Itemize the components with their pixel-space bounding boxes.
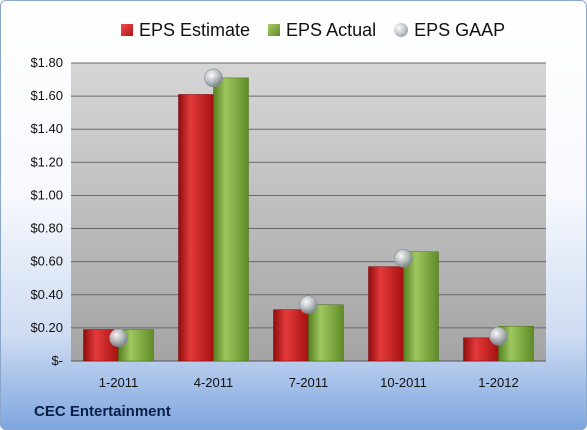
x-tick-label: 1-2012 [478,375,518,390]
y-tick-label: $- [51,353,63,368]
bar-eps-estimate [178,94,214,362]
bar-eps-actual [213,77,249,362]
x-tick-label: 10-2011 [380,375,427,390]
marker-eps-gaap [109,328,128,348]
estimate-swatch-icon [121,24,133,36]
y-tick-label: $1.80 [30,55,63,70]
legend-label-actual: EPS Actual [286,19,377,40]
legend: EPS Estimate EPS Actual EPS GAAP [121,18,505,42]
bars [83,77,534,362]
y-tick-label: $0.80 [30,221,63,236]
actual-swatch-icon [268,24,281,36]
bar-eps-estimate [273,309,309,362]
x-tick-label: 7-2011 [289,375,329,390]
bar-eps-actual [308,304,344,362]
bar-eps-actual [118,329,154,362]
legend-label-estimate: EPS Estimate [139,19,251,40]
y-axis-ticks: $- $0.20 $0.40 $0.60 $0.80 $1.00 $1.20 $1.40 $1.… [30,55,63,368]
y-tick-label: $1.00 [30,187,63,202]
y-tick-label: $0.60 [30,254,63,269]
x-axis-ticks: 1-2011 4-2011 7-2011 10-2011 1-2012 [99,375,519,390]
x-tick-label: 1-2011 [99,375,139,390]
marker-eps-gaap [489,326,508,346]
company-name: CEC Entertainment [34,403,171,420]
y-tick-label: $1.40 [30,121,63,136]
gaap-markers [109,68,508,348]
legend-item-actual: EPS Actual [268,20,376,41]
y-tick-label: $1.60 [30,88,63,103]
marker-eps-gaap [204,68,223,88]
gaap-marker-icon [394,23,409,37]
y-tick-label: $0.20 [30,320,63,335]
y-tick-label: $1.20 [30,154,63,169]
y-tick-label: $0.40 [30,287,63,302]
marker-eps-gaap [299,295,318,315]
x-tick-label: 4-2011 [194,375,234,390]
bar-eps-estimate [368,266,404,362]
marker-eps-gaap [394,249,413,268]
legend-item-estimate: EPS Estimate [121,20,250,41]
legend-label-gaap: EPS GAAP [414,19,506,40]
bar-eps-actual [403,251,439,362]
legend-item-gaap: EPS GAAP [394,20,505,41]
